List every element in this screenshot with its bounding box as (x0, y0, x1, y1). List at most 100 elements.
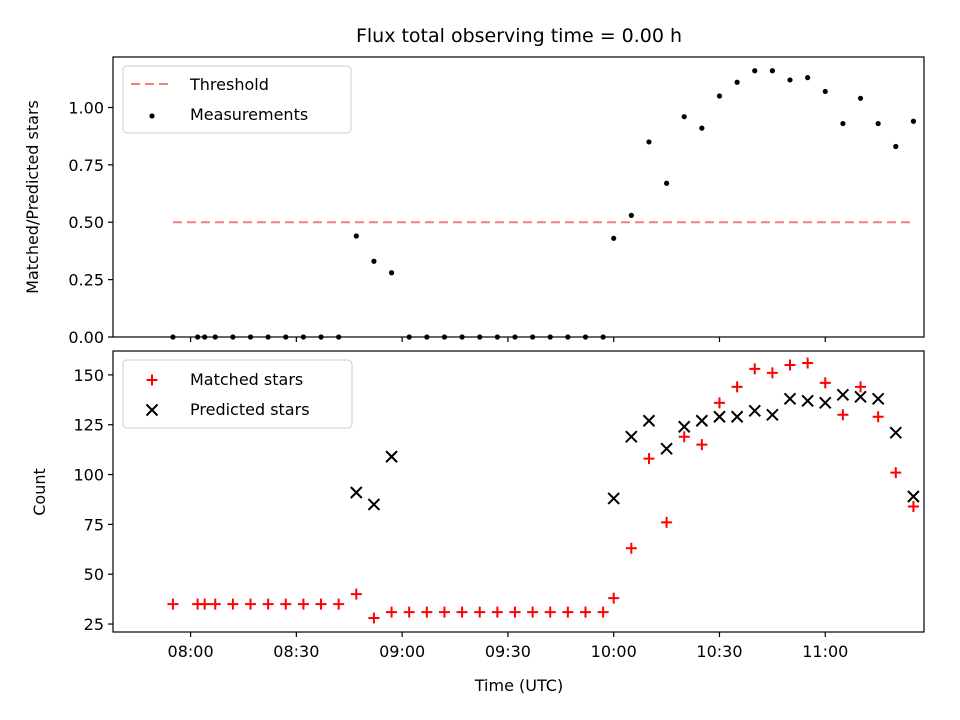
matched-star-point (527, 606, 539, 618)
y-tick-label: 125 (73, 416, 104, 435)
predicted-star-point (350, 486, 363, 499)
predicted-star-point (678, 420, 691, 433)
predicted-star-point (713, 410, 726, 423)
predicted-star-point (642, 414, 656, 427)
matched-star-point (333, 598, 345, 610)
ratio-panel: Flux total observing time = 0.00 h 0.00 0… (23, 25, 925, 347)
matched-star-point (907, 500, 919, 512)
ratio-axes-frame (112, 56, 925, 338)
matched-star-point (245, 598, 257, 610)
matched-star-point (544, 606, 556, 618)
matched-star-point (227, 598, 239, 610)
y-tick-label: 75 (84, 515, 104, 534)
y-tick-label: 0.75 (68, 156, 104, 175)
predicted-star-point (907, 490, 920, 503)
matched-star-point (678, 431, 690, 443)
x-tick-label: 10:00 (591, 642, 637, 661)
matched-star-point (509, 606, 521, 618)
matched-star-point (837, 409, 849, 421)
matched-star-point (280, 598, 292, 610)
matched-star-point (562, 606, 574, 618)
measurement-point (769, 68, 775, 74)
measurement-point (611, 235, 617, 241)
matched-star-point (368, 612, 380, 624)
ratio-y-axis-label: Matched/Predicted stars (23, 100, 42, 294)
predicted-star-point (660, 442, 673, 455)
predicted-star-point (889, 426, 902, 439)
predicted-star-point (730, 410, 744, 423)
measurement-point (734, 79, 740, 85)
y-tick-label: 25 (84, 615, 104, 634)
matched-star-point (209, 598, 221, 610)
matched-star-point (597, 606, 609, 618)
predicted-star-point (625, 430, 638, 443)
matched-star-point (802, 357, 814, 369)
predicted-star-point (783, 392, 797, 406)
ratio-ticks: 0.00 0.25 0.50 0.75 1.00 (68, 98, 826, 347)
measurement-point (681, 114, 687, 120)
matched-star-point (731, 381, 743, 393)
matched-star-point (608, 592, 620, 604)
matched-star-point (403, 606, 415, 618)
measurement-point (699, 125, 705, 131)
predicted-star-point (819, 396, 832, 410)
matched-star-point (890, 467, 902, 479)
matched-star-point (579, 606, 591, 618)
x-axis-label: Time (UTC) (474, 676, 563, 695)
count-y-axis-label: Count (30, 468, 49, 516)
ratio-marks (170, 68, 917, 340)
matched-star-point (386, 606, 398, 618)
y-tick-label: 0.00 (68, 328, 104, 347)
count-panel: 25 50 75 100 125 150 08:00 08:30 09:00 09:30 10:00… (30, 350, 925, 695)
chart-title: Flux total observing time = 0.00 h (356, 25, 682, 47)
matched-star-point (819, 377, 831, 389)
measurement-point (875, 120, 881, 127)
matched-star-point (297, 598, 309, 610)
measurement-point (893, 143, 899, 150)
matched-star-point (167, 598, 179, 610)
measurement-point (752, 68, 758, 74)
measurement-point (787, 77, 793, 83)
predicted-star-point (801, 394, 814, 408)
count-ticks: 25 50 75 100 125 150 08:00 08:30 09:00 09:30 10:00… (73, 366, 848, 661)
matched-star-point (872, 411, 884, 423)
matched-star-point (474, 606, 486, 618)
legend-threshold-label: Threshold (189, 75, 269, 94)
measurement-point (371, 258, 377, 264)
measurement-point (805, 75, 811, 81)
matched-star-point (661, 516, 673, 528)
measurement-point (857, 95, 864, 101)
legend-predicted-marker (145, 403, 159, 417)
predicted-star-point (854, 390, 867, 404)
matched-star-point (438, 606, 450, 618)
x-tick-label: 09:00 (379, 642, 425, 661)
matched-star-point (643, 453, 655, 465)
x-tick-label: 08:00 (168, 642, 214, 661)
matched-star-point (749, 363, 761, 375)
matched-star-point (199, 598, 211, 610)
count-marks (167, 357, 920, 624)
matched-star-point (350, 588, 362, 600)
y-tick-label: 150 (73, 366, 104, 385)
legend-measurements-label: Measurements (190, 105, 308, 124)
matched-star-point (315, 598, 327, 610)
matched-star-point (696, 439, 708, 451)
predicted-star-point (836, 388, 850, 402)
predicted-star-point (748, 404, 761, 417)
y-tick-label: 0.50 (68, 213, 104, 232)
y-tick-label: 1.00 (68, 98, 104, 117)
x-tick-label: 08:30 (273, 642, 319, 661)
legend-matched-label: Matched stars (190, 370, 303, 389)
count-legend: Matched stars Predicted stars (122, 359, 353, 429)
legend-measurements-marker (149, 113, 155, 119)
y-tick-label: 100 (73, 466, 104, 485)
matched-star-point (625, 542, 637, 554)
count-axes-frame (112, 350, 925, 633)
measurement-point (822, 88, 828, 95)
measurement-point (840, 120, 846, 127)
predicted-star-point (607, 492, 620, 505)
measurement-point (353, 233, 359, 239)
predicted-star-point (695, 414, 709, 427)
y-tick-label: 50 (84, 565, 104, 584)
